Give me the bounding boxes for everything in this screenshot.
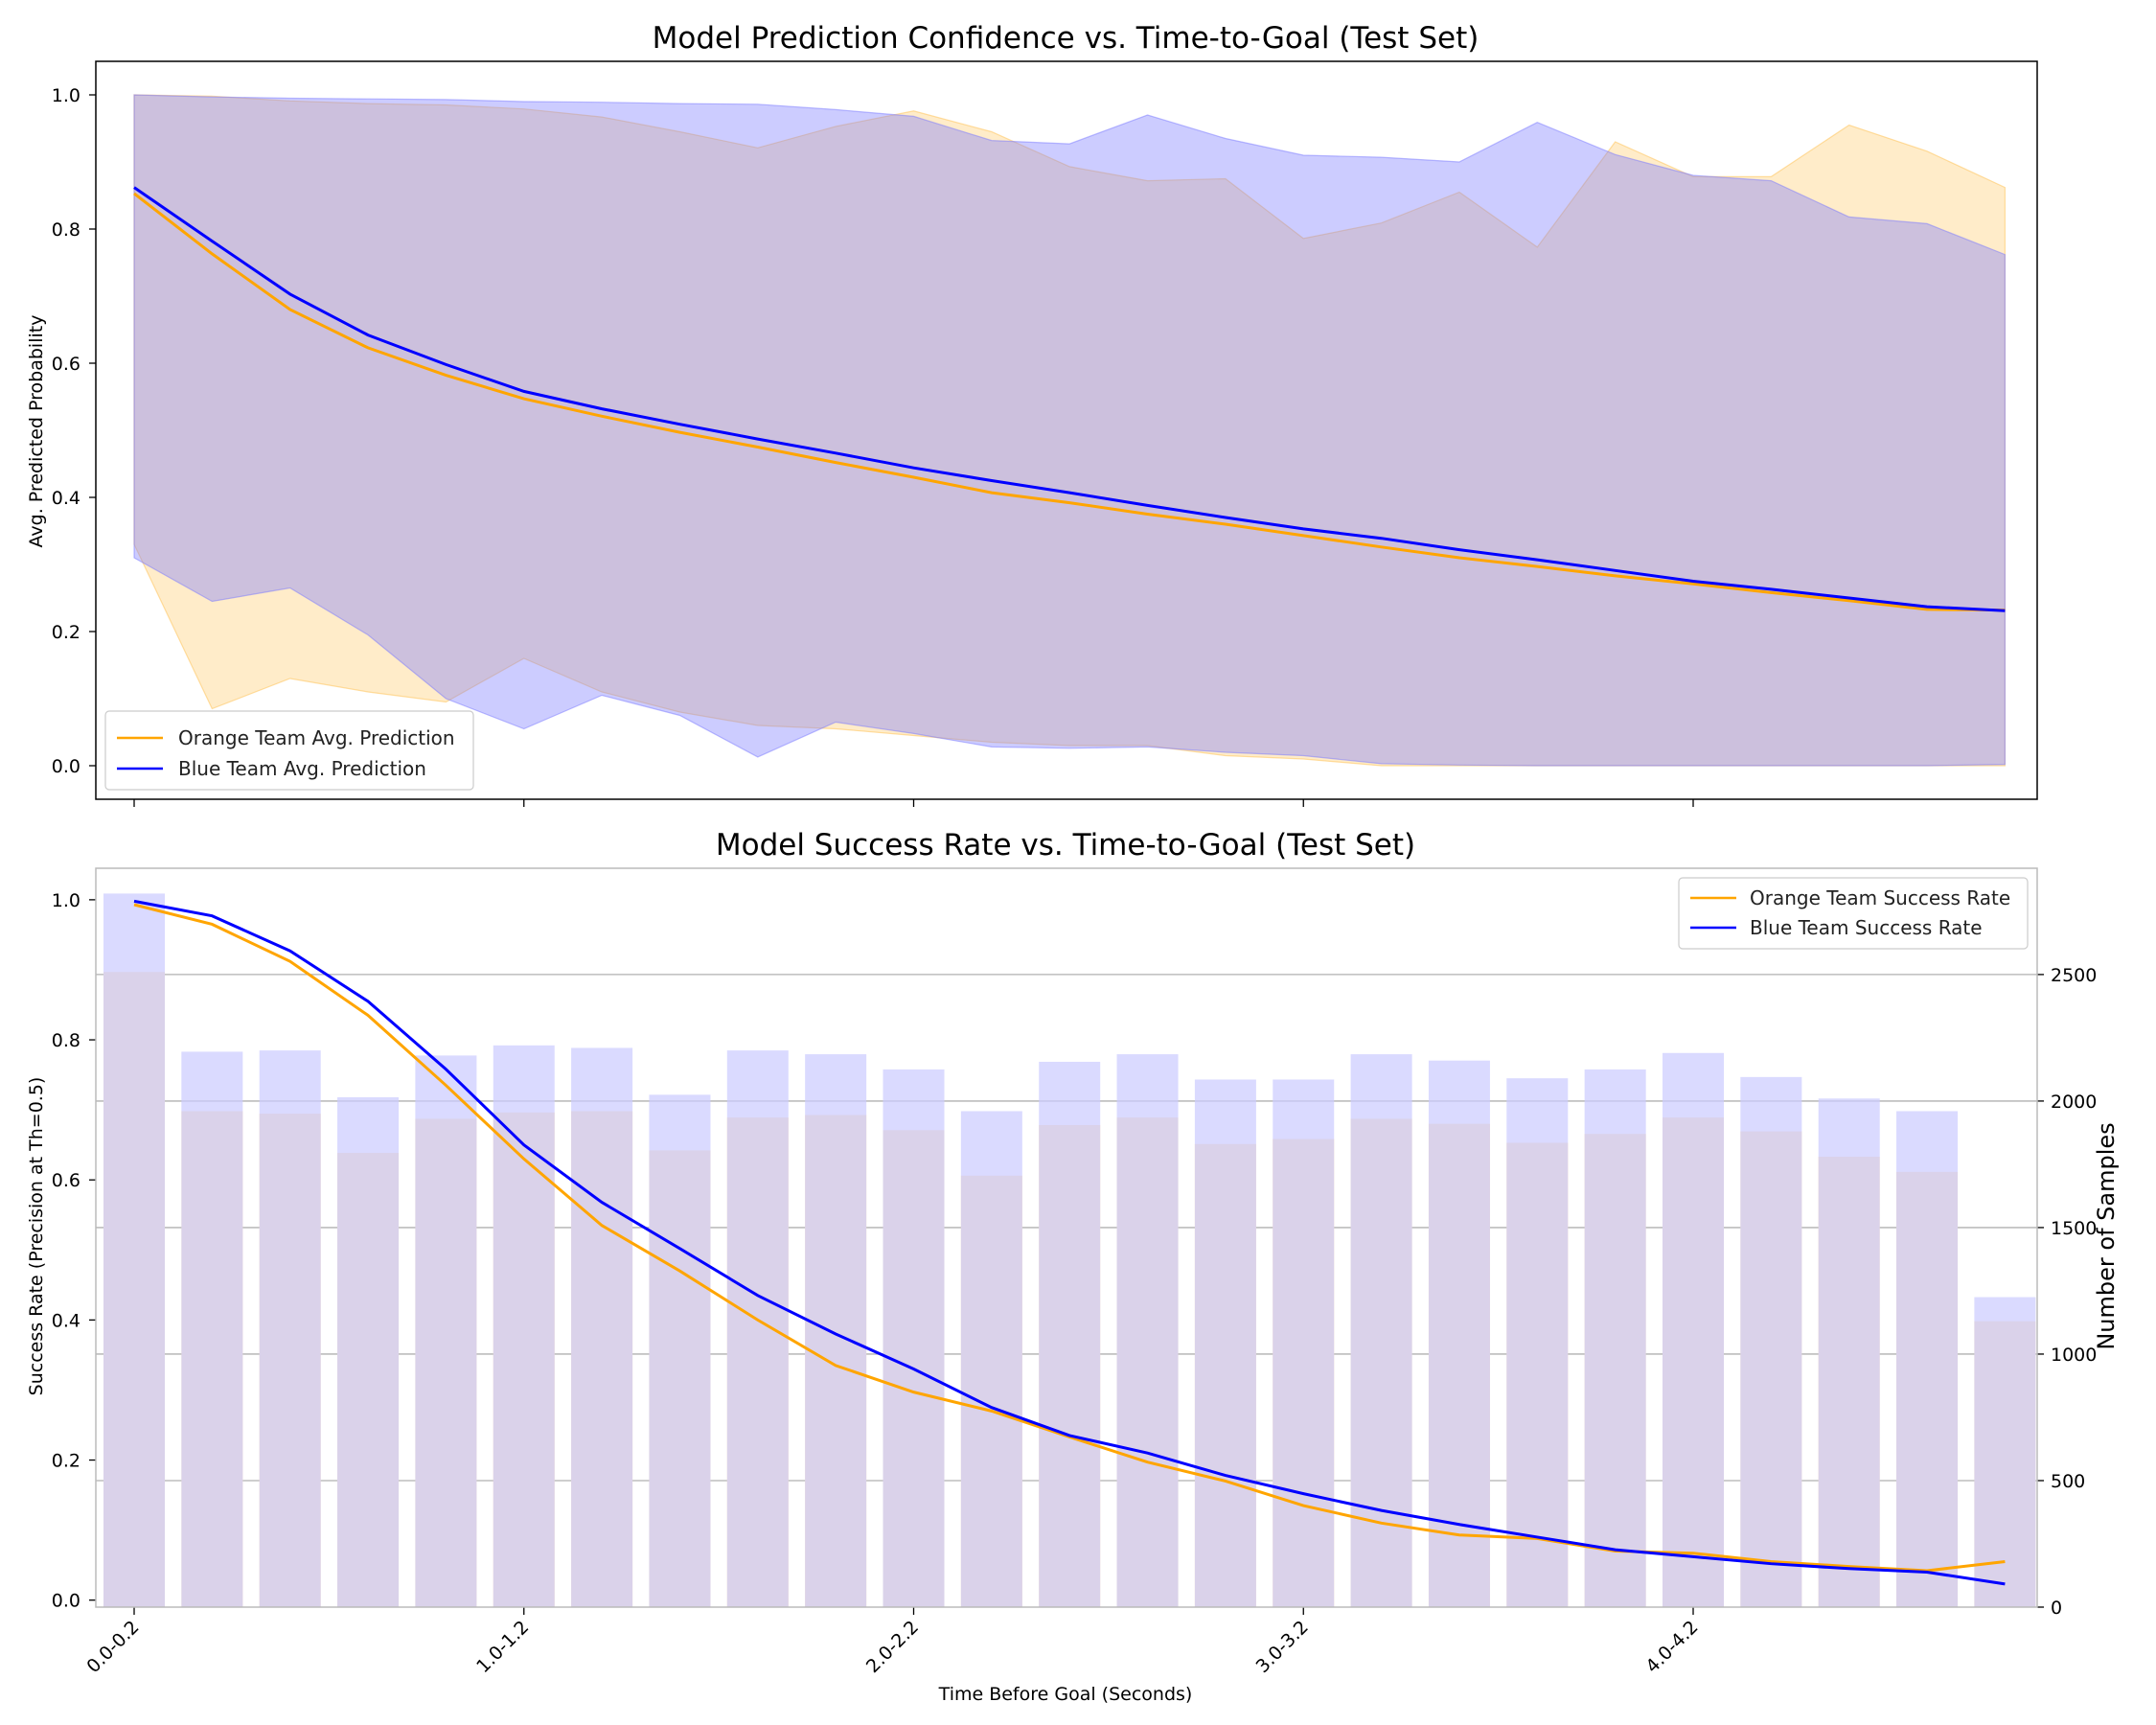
top-legend-blue-label: Blue Team Avg. Prediction xyxy=(178,757,426,780)
blue-sample-bar xyxy=(181,1051,243,1607)
blue-sample-bar xyxy=(1818,1098,1880,1607)
bottom-y-axis-label: Success Rate (Precision at Th=0.5) xyxy=(26,1077,47,1396)
blue-sample-bar xyxy=(1194,1079,1256,1607)
top-y-tick-label: 0.6 xyxy=(52,354,80,375)
top-legend: Orange Team Avg. Prediction Blue Team Av… xyxy=(104,710,474,791)
bottom-chart-title: Model Success Rate vs. Time-to-Goal (Tes… xyxy=(716,828,1415,862)
blue-sample-bar xyxy=(571,1047,633,1607)
bottom-y-tick-label: 0.8 xyxy=(52,1030,80,1051)
bottom-legend: Orange Team Success Rate Blue Team Succe… xyxy=(1678,877,2029,950)
bottom-legend-blue-label: Blue Team Success Rate xyxy=(1750,916,1983,939)
bottom-y2-tick-label: 2500 xyxy=(2051,965,2097,986)
blue-sample-bar xyxy=(1273,1079,1335,1607)
blue-sample-bar xyxy=(1584,1069,1646,1607)
bottom-plot-area xyxy=(103,893,2036,1607)
orange-confidence-band xyxy=(133,94,2006,767)
blue-sample-bar xyxy=(415,1055,477,1607)
bottom-y-tick-label: 0.4 xyxy=(52,1310,80,1331)
prediction-confidence-chart: Model Prediction Confidence vs. Time-to-… xyxy=(26,21,2038,807)
blue-sample-bar xyxy=(649,1094,711,1607)
blue-sample-bar xyxy=(493,1045,555,1607)
bottom-y-tick-label: 1.0 xyxy=(52,890,80,911)
blue-sample-bar xyxy=(1974,1297,2036,1607)
blue-sample-bar xyxy=(1663,1052,1724,1607)
blue-confidence-band xyxy=(133,94,2006,767)
blue-success-rate-line xyxy=(133,899,2006,1586)
top-plot-frame xyxy=(95,60,2038,800)
top-y-axis-label: Avg. Predicted Probability xyxy=(26,315,47,548)
top-plot-area xyxy=(133,94,2006,767)
bottom-y-tick-label: 0.2 xyxy=(52,1451,80,1472)
blue-sample-bar xyxy=(103,893,165,1607)
blue-avg-prediction-line xyxy=(133,186,2006,612)
blue-sample-bar xyxy=(960,1111,1022,1607)
blue-sample-bar xyxy=(1039,1061,1101,1607)
bottom-legend-orange-label: Orange Team Success Rate xyxy=(1750,886,2010,909)
blue-sample-bar xyxy=(726,1050,789,1607)
bottom-y2-tick-label: 500 xyxy=(2051,1471,2085,1492)
blue-sample-bar xyxy=(1896,1111,1959,1607)
top-y-tick-label: 0.2 xyxy=(52,622,80,643)
bottom-y2-tick-label: 1000 xyxy=(2051,1345,2097,1366)
bottom-y2-tick-label: 2000 xyxy=(2051,1092,2097,1113)
blue-sample-bar xyxy=(1116,1054,1179,1607)
blue-sample-bar xyxy=(1428,1060,1490,1607)
blue-sample-bar xyxy=(337,1096,400,1607)
bottom-x-axis-label: Time Before Goal (Seconds) xyxy=(938,1684,1193,1705)
top-y-tick-label: 0.0 xyxy=(52,756,80,777)
success-rate-chart: Model Success Rate vs. Time-to-Goal (Tes… xyxy=(26,828,2120,1705)
orange-avg-prediction-line xyxy=(133,192,2006,612)
top-y-tick-label: 1.0 xyxy=(52,85,80,106)
bottom-y2-ticks: 0 500 1000 1500 2000 2500 xyxy=(2037,965,2097,1619)
bottom-plot-frame xyxy=(95,867,2038,1608)
bottom-y2-axis-label: Number of Samples xyxy=(2093,1122,2120,1349)
bottom-y-tick-label: 0.6 xyxy=(52,1170,80,1191)
bottom-legend-box xyxy=(1678,877,2029,950)
top-y-ticks: 0.0 0.2 0.4 0.6 0.8 1.0 xyxy=(52,85,96,777)
top-x-ticks xyxy=(133,799,1694,807)
top-y-tick-label: 0.8 xyxy=(52,219,80,241)
bottom-y-tick-label: 0.0 xyxy=(52,1591,80,1612)
blue-sample-bar xyxy=(259,1050,321,1607)
bottom-y-ticks: 0.0 0.2 0.4 0.6 0.8 1.0 xyxy=(52,890,96,1612)
top-legend-box xyxy=(104,710,474,791)
top-legend-orange-label: Orange Team Avg. Prediction xyxy=(178,726,455,749)
blue-sample-bar xyxy=(1740,1076,1802,1607)
blue-sample-bar xyxy=(1506,1078,1569,1607)
bottom-y2-tick-label: 1500 xyxy=(2051,1218,2097,1239)
top-y-tick-label: 0.4 xyxy=(52,488,80,509)
blue-sample-bar xyxy=(805,1054,867,1607)
blue-sample-bar xyxy=(883,1069,945,1607)
top-chart-title: Model Prediction Confidence vs. Time-to-… xyxy=(653,21,1479,56)
bottom-y2-tick-label: 0 xyxy=(2051,1598,2062,1619)
